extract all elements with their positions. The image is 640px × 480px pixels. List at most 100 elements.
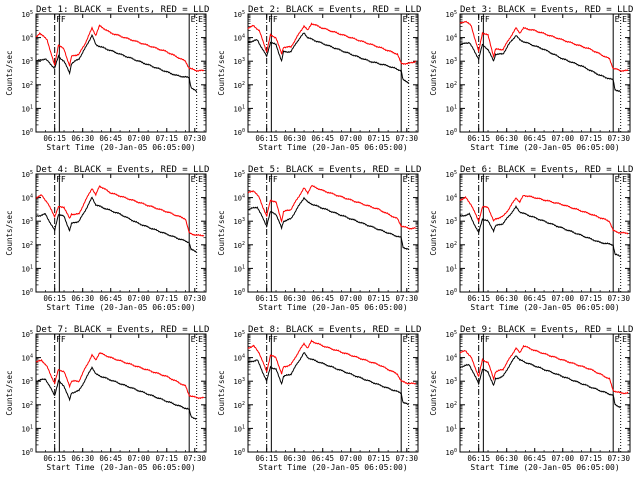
marker-label-f: F [480,335,485,344]
x-tick-label: 07:30 [396,294,419,303]
x-tick-label: 06:15 [255,294,278,303]
y-tick-label: 102 [234,241,245,250]
x-tick-label: 07:00 [339,294,362,303]
x-tick-label: 06:30 [495,134,518,143]
x-tick-label: 07:00 [127,454,150,463]
y-tick-label: 100 [22,288,33,297]
x-tick-label: 06:30 [71,134,94,143]
lld-series-line [247,339,417,385]
x-tick-label: 07:00 [127,294,150,303]
x-axis-label: Start Time (20-Jan-05 06:05:00) [470,303,619,312]
panel-title-det-1: Det 1: BLACK = Events, RED = LLD [36,5,209,15]
x-tick-label: 06:30 [71,294,94,303]
x-tick-label: 07:15 [579,454,602,463]
events-series-line [35,196,197,253]
x-tick-label: 07:30 [184,294,207,303]
x-tick-label: 06:45 [311,454,334,463]
y-tick-label: 101 [446,104,457,113]
lld-series-line [459,195,629,235]
y-tick-label: 105 [22,170,33,179]
marker-label-e: E [615,175,620,184]
marker-label-f: F [268,335,273,344]
x-axis-label: Start Time (20-Jan-05 06:05:00) [46,463,195,472]
x-tick-label: 06:45 [523,454,546,463]
marker-label-f: F [273,15,278,24]
marker-label-e: E [403,15,408,24]
x-axis-label: Start Time (20-Jan-05 06:05:00) [470,143,619,152]
x-tick-label: 07:15 [155,134,178,143]
y-tick-label: 104 [234,354,245,363]
panel-title-det-8: Det 8: BLACK = Events, RED = LLD [248,325,421,335]
marker-label-e: E [191,175,196,184]
y-tick-label: 101 [22,264,33,273]
y-tick-label: 103 [234,217,245,226]
marker-label-f: F [273,175,278,184]
plot-frame [459,333,631,453]
y-axis-label: Counts/sec [429,50,438,95]
marker-label-e: E [622,335,627,344]
marker-label-f: F [480,175,485,184]
y-tick-label: 102 [234,401,245,410]
panel-title-det-4: Det 4: BLACK = Events, RED = LLD [36,165,209,175]
y-tick-label: 100 [446,288,457,297]
marker-label-f: F [273,335,278,344]
plot-frame [35,173,207,293]
x-tick-label: 06:30 [283,454,306,463]
marker-label-e: E [410,15,415,24]
panel-det-1: 100 101 102 103 104 105 06:15 06:30 06:45 07:00 07… [5,10,207,152]
y-tick-label: 104 [22,194,33,203]
panel-det-2: 100 101 102 103 104 105 06:15 06:30 06:45 07:00 07… [217,10,419,152]
y-tick-label: 101 [22,424,33,433]
x-tick-label: 06:15 [255,454,278,463]
events-series-line [35,33,198,93]
y-tick-label: 104 [446,194,457,203]
panel-title-det-6: Det 6: BLACK = Events, RED = LLD [460,165,633,175]
x-tick-label: 07:15 [579,134,602,143]
panel-title-det-3: Det 3: BLACK = Events, RED = LLD [460,5,633,15]
x-tick-label: 07:15 [367,294,390,303]
lld-series-line [247,22,417,66]
panel-title-det-5: Det 5: BLACK = Events, RED = LLD [248,165,421,175]
x-tick-label: 06:30 [495,294,518,303]
marker-label-f: F [268,175,273,184]
x-axis-label: Start Time (20-Jan-05 06:05:00) [258,303,407,312]
y-tick-label: 100 [234,448,245,457]
x-axis-label: Start Time (20-Jan-05 06:05:00) [46,303,195,312]
panel-title-det-7: Det 7: BLACK = Events, RED = LLD [36,325,209,335]
panel-title-det-2: Det 2: BLACK = Events, RED = LLD [248,5,421,15]
lld-series-line [35,24,205,73]
marker-label-f: F [268,15,273,24]
events-series-line [248,196,410,251]
y-tick-label: 103 [446,217,457,226]
x-tick-label: 06:45 [523,134,546,143]
x-axis-label: Start Time (20-Jan-05 06:05:00) [46,143,195,152]
lld-series-line [35,352,205,400]
x-tick-label: 07:15 [579,294,602,303]
y-tick-label: 100 [234,288,245,297]
x-tick-label: 07:00 [551,294,574,303]
x-tick-label: 06:15 [43,294,66,303]
x-tick-label: 06:15 [43,134,66,143]
y-tick-label: 103 [446,57,457,66]
x-tick-label: 07:30 [396,134,419,143]
marker-label-e: E [191,335,196,344]
y-tick-label: 101 [22,104,33,113]
events-series-line [248,32,409,84]
lld-series-line [459,344,629,395]
y-axis-label: Counts/sec [217,370,226,415]
x-tick-label: 06:45 [99,134,122,143]
x-tick-label: 07:15 [155,294,178,303]
y-tick-label: 105 [446,10,457,19]
y-tick-label: 100 [234,128,245,137]
marker-label-f: F [56,15,61,24]
marker-label-f: F [485,15,490,24]
marker-label-e: E [403,175,408,184]
y-tick-label: 101 [234,264,245,273]
x-tick-label: 06:30 [495,454,518,463]
y-axis-label: Counts/sec [429,210,438,255]
y-tick-label: 105 [446,170,457,179]
marker-label-e: E [410,175,415,184]
x-tick-label: 06:15 [43,454,66,463]
x-tick-label: 06:45 [311,134,334,143]
